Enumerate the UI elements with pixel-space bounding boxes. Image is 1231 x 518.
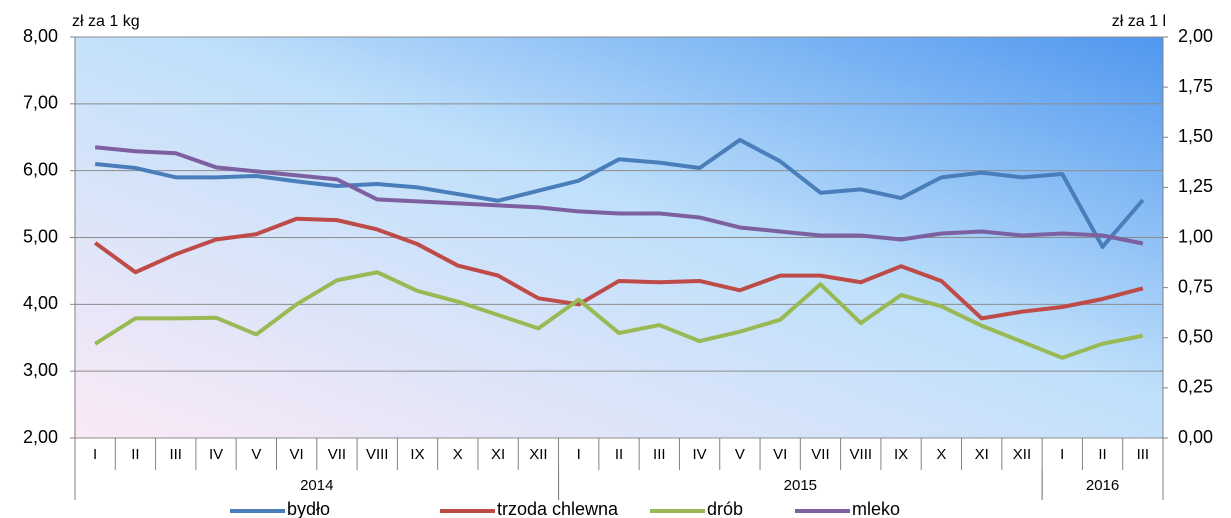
y2-tick-label: 1,00 [1178, 226, 1213, 246]
y2-tick-label: 0,00 [1178, 427, 1213, 447]
y2-tick-label: 0,75 [1178, 276, 1213, 296]
x-tick-label: V [251, 446, 261, 463]
x-tick-label: X [453, 446, 463, 463]
x-tick-label: II [131, 446, 139, 463]
x-tick-label: I [93, 446, 97, 463]
x-tick-label: III [169, 446, 182, 463]
series-line [94, 270, 1144, 360]
x-tick-label: XI [975, 446, 989, 463]
y-tick-label: 6,00 [23, 159, 58, 179]
y-tick-label: 2,00 [23, 427, 58, 447]
x-tick-label: VII [328, 446, 346, 463]
x-tick-label: XII [529, 446, 547, 463]
x-tick-label: X [936, 446, 946, 463]
y2-tick-label: 0,50 [1178, 327, 1213, 347]
x-group-label: 2015 [784, 477, 817, 494]
x-tick-label: XI [491, 446, 505, 463]
y2-tick-label: 0,25 [1178, 377, 1213, 397]
legend-label: drób [707, 499, 743, 518]
x-tick-label: VI [773, 446, 787, 463]
x-tick-label: IX [410, 446, 424, 463]
y2-tick-label: 2,00 [1178, 26, 1213, 46]
x-tick-label: III [1137, 446, 1150, 463]
x-tick-label: XII [1013, 446, 1031, 463]
series-line [94, 145, 1144, 246]
y-tick-label: 4,00 [23, 293, 58, 313]
y-axis-label: zł za 1 kg [72, 13, 140, 30]
y-tick-label: 3,00 [23, 360, 58, 380]
legend-label: trzoda chlewna [497, 499, 619, 518]
y-tick-label: 8,00 [23, 26, 58, 46]
legend-label: mleko [852, 499, 900, 518]
x-tick-label: IV [209, 446, 223, 463]
y2-tick-label: 1,50 [1178, 126, 1213, 146]
x-tick-label: VI [290, 446, 304, 463]
series-line [94, 137, 1145, 249]
x-tick-label: II [1098, 446, 1106, 463]
x-tick-label: I [1060, 446, 1064, 463]
x-group-label: 2014 [300, 477, 333, 494]
y2-tick-label: 1,25 [1178, 176, 1213, 196]
x-tick-label: II [615, 446, 623, 463]
y2-tick-label: 1,75 [1178, 76, 1213, 96]
x-tick-label: V [735, 446, 745, 463]
x-group-label: 2016 [1086, 477, 1119, 494]
y-tick-label: 5,00 [23, 226, 58, 246]
x-tick-label: VII [811, 446, 829, 463]
x-tick-label: VIII [366, 446, 389, 463]
x-tick-label: III [653, 446, 666, 463]
legend-label: bydło [287, 499, 330, 518]
x-tick-label: IV [692, 446, 706, 463]
y2-axis-label: zł za 1 l [1112, 13, 1166, 30]
y-tick-label: 7,00 [23, 93, 58, 113]
x-tick-label: IX [894, 446, 908, 463]
x-tick-label: VIII [850, 446, 873, 463]
series-line [93, 216, 1144, 321]
x-tick-label: I [577, 446, 581, 463]
